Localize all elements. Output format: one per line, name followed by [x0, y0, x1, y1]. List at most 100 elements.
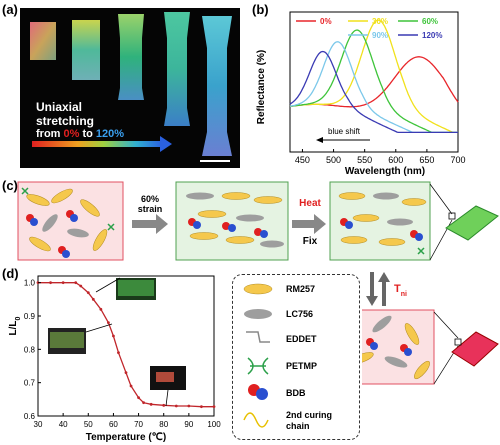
scale-bar: [200, 160, 230, 162]
legend-rm257: RM257: [286, 284, 316, 294]
chart-b-legend-label: 90%: [372, 31, 388, 40]
curing-chain-symbol: [243, 412, 269, 428]
chart-d-point: [149, 402, 153, 406]
chart-b-xtick-label: 600: [388, 155, 403, 165]
chart-d-point: [212, 405, 216, 409]
red-film-zoom-box: [454, 338, 462, 346]
strain-percent-label: 60%: [141, 194, 159, 204]
heat-label: Heat: [299, 198, 321, 209]
chart-b-legend-label: 120%: [422, 31, 442, 40]
chart-b-xtick-label: 450: [295, 155, 310, 165]
green-film-zoom-box: [448, 212, 456, 220]
molecules-strained: [186, 192, 284, 248]
chart-d-point: [174, 404, 178, 408]
chart-b-series-120%: [289, 50, 458, 134]
chart-b-legend-label: 0%: [320, 17, 332, 26]
chart-b-ylabel: Reflectance (%): [256, 50, 267, 124]
chart-b-series-60%: [289, 29, 458, 134]
chart-d-ytick-label: 0.6: [24, 412, 36, 421]
chart-b-series-90%: [289, 41, 458, 134]
legend-curing-chain: 2nd curing chain: [286, 410, 333, 431]
strip-1: [72, 20, 100, 80]
inset-photo-mid-film: [50, 332, 84, 348]
chart-d-xtick-label: 40: [59, 420, 68, 429]
eddet-symbol: [246, 331, 270, 343]
strip-2: [118, 14, 144, 100]
red-film: [451, 331, 499, 367]
zoom-line-red-top: [433, 311, 459, 339]
tni-arrow: [378, 272, 390, 306]
chart-d-ytick-label: 1.0: [24, 279, 36, 288]
network-schematic: 60% strain Heat Fix: [17, 181, 499, 261]
chart-d-point: [187, 404, 191, 408]
range-start: 0%: [63, 128, 80, 140]
chart-d-ytick-label: 0.7: [24, 379, 36, 388]
chart-b-legend-label: 60%: [422, 17, 438, 26]
chart-d-point: [112, 334, 115, 338]
chart-d-point: [79, 284, 83, 288]
range-from: from: [36, 128, 64, 140]
legend-lc756: LC756: [286, 309, 314, 319]
lc756-symbol: [244, 309, 272, 319]
chart-d-ytick-label: 0.9: [24, 312, 36, 321]
gradient-arrow-head: [160, 136, 172, 152]
panel-label-a: (a): [2, 2, 18, 17]
reversible-actuation: RT Tni: [362, 272, 499, 385]
inset-photo-green-film: [118, 280, 154, 296]
chart-d-point: [129, 384, 133, 388]
chart-b-series-30%: [289, 19, 458, 134]
chart-d-point: [162, 403, 166, 407]
chart-d-point: [200, 405, 203, 409]
chart-b-xtick-label: 500: [326, 155, 341, 165]
blue-shift-annotation: blue shift: [316, 127, 370, 143]
molecules-fixed: [338, 192, 427, 255]
chart-d-xtick-label: 30: [34, 420, 43, 429]
chart-d-point: [124, 371, 128, 375]
chart-d-point: [74, 281, 78, 285]
chart-d-frame: [37, 275, 215, 417]
stretch-range: from 0% to 120%: [36, 128, 124, 140]
green-film: [445, 205, 499, 241]
strip-3: [164, 12, 190, 126]
legend-symbols: [243, 283, 273, 428]
chart-d-ylabel: L/L0: [8, 316, 22, 335]
strip-0: [30, 22, 56, 60]
stretching-photo: Uniaxial stretching from 0% to 120%: [20, 8, 240, 168]
chart-b-legend-label: 30%: [372, 17, 388, 26]
strip-4: [202, 16, 232, 156]
stretch-line2: stretching: [36, 114, 95, 128]
inset-pointer-3: [165, 389, 169, 407]
chart-b-xtick-label: 550: [357, 155, 372, 165]
chart-d-xtick-label: 90: [184, 420, 193, 429]
chart-d-point: [107, 321, 110, 325]
chart-d-point: [91, 297, 95, 301]
chart-d-point: [86, 291, 90, 295]
chart-d-point: [99, 307, 103, 311]
inset-pointer-1: [95, 277, 121, 293]
chart-d-xtick-label: 80: [159, 420, 168, 429]
chart-d-xtick-label: 50: [84, 420, 93, 429]
chart-b-xtick-label: 650: [419, 155, 434, 165]
chart-d-xtick-label: 100: [207, 420, 221, 429]
legend-petmp: PETMP: [286, 361, 318, 371]
length-ratio-chart: 30 40 50 60 70 80 90 100 0.6 0.7 0.8 0.9 1.0 Tempera…: [8, 275, 221, 443]
blue-shift-label: blue shift: [328, 127, 361, 136]
range-to: to: [79, 128, 96, 140]
chart-d-xlabel: Temperature (℃): [86, 432, 167, 443]
chart-d-ytick-label: 0.8: [24, 345, 36, 354]
bdb-symbol-blue: [256, 388, 268, 400]
chart-d-point: [49, 281, 52, 285]
legend-bdb: BDB: [286, 388, 306, 398]
strain-word-label: strain: [138, 204, 163, 214]
legend-eddet: EDDET: [286, 334, 317, 344]
tni-label: Tni: [394, 283, 407, 298]
zoom-line-top: [429, 183, 453, 215]
reflectance-chart: 0% 30% 60% 90% 120% 450 500 550 600 650 700 Wavel…: [256, 11, 466, 177]
inset-photo-red-film: [156, 372, 174, 382]
rt-arrow: [366, 272, 378, 306]
fix-label: Fix: [303, 236, 318, 247]
panel-label-b: (b): [252, 2, 269, 17]
strain-arrow: [132, 214, 168, 234]
petmp-symbol: [247, 357, 269, 375]
molecules-recovered: [362, 315, 430, 380]
